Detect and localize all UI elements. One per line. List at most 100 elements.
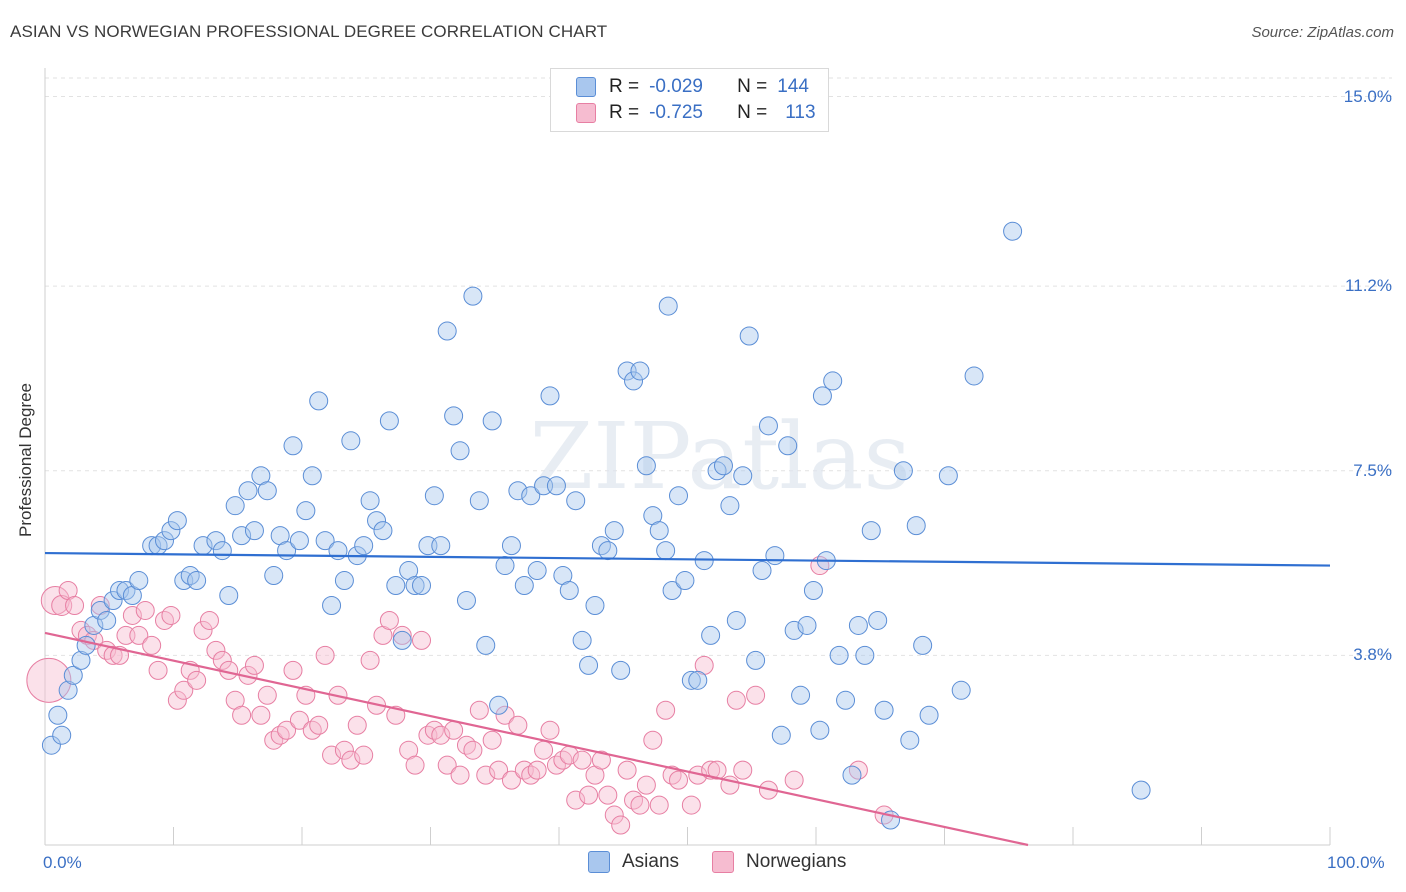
norwegian-point [193, 620, 213, 640]
norwegian-point [270, 725, 290, 745]
y-tick-label: 3.8% [1353, 645, 1392, 665]
asian-point [90, 600, 110, 620]
asian-point [658, 296, 678, 316]
asian-point [296, 501, 316, 521]
asian-point [97, 610, 117, 630]
x-tick-label-min: 0.0% [43, 853, 82, 872]
asian-point [309, 391, 329, 411]
asian-point [187, 571, 207, 591]
norwegian-point [508, 715, 528, 735]
norwegian-point [534, 740, 554, 760]
asian-point [469, 491, 489, 511]
norwegian-point [424, 720, 444, 740]
legend-row-asians: R = -0.029 N = 144 [576, 75, 809, 99]
norwegian-point [103, 645, 123, 665]
norwegian-points [26, 556, 894, 835]
asian-point [778, 436, 798, 456]
norwegian-point [656, 700, 676, 720]
asian-point [379, 411, 399, 431]
norwegian-point [489, 760, 509, 780]
norwegian-point [579, 785, 599, 805]
asian-point [797, 615, 817, 635]
norwegian-point [733, 760, 753, 780]
asian-point [482, 411, 502, 431]
asian-point [103, 590, 123, 610]
norwegian-point [277, 720, 297, 740]
asian-point [495, 556, 515, 576]
norwegian-point [315, 645, 335, 665]
norwegian-point [521, 765, 541, 785]
legend-n-label: N = [737, 76, 768, 97]
norwegian-point [624, 790, 644, 810]
asian-point [579, 655, 599, 675]
asian-point [791, 685, 811, 705]
grid-lines [45, 77, 1392, 656]
chart-title: ASIAN VS NORWEGIAN PROFESSIONAL DEGREE C… [10, 22, 608, 41]
asian-point [746, 650, 766, 670]
norwegian-point [746, 685, 766, 705]
asian-point [244, 521, 264, 541]
asian-point [129, 571, 149, 591]
norwegian-point [649, 795, 669, 815]
asian-point [662, 581, 682, 601]
asian-point [842, 765, 862, 785]
norwegian-point [450, 765, 470, 785]
source-label: Source: ZipAtlas.com [1251, 24, 1394, 41]
asian-point [713, 456, 733, 476]
y-tick-label: 7.5% [1353, 460, 1392, 480]
norwegian-point [199, 610, 219, 630]
asian-point [752, 561, 772, 581]
asian-point [367, 511, 387, 531]
asian-point [848, 615, 868, 635]
asian-point [501, 536, 521, 556]
asian-point [424, 486, 444, 506]
norwegian-point [392, 625, 412, 645]
asian-point [116, 581, 136, 601]
bottom-legend-norwegians: Norwegians [712, 851, 846, 873]
asian-point [405, 576, 425, 596]
asian-point [874, 700, 894, 720]
norwegian-point [553, 750, 573, 770]
norwegian-point [155, 610, 175, 630]
asian-point [219, 586, 239, 605]
norwegian-point [322, 745, 342, 765]
legend-n-label: N = [737, 102, 768, 123]
legend-n-value: 144 [777, 76, 809, 97]
norwegian-point [611, 815, 631, 835]
norwegian-point [669, 770, 689, 790]
asian-point [733, 466, 753, 486]
asian-point [938, 466, 958, 486]
asian-point [669, 486, 689, 506]
asian-point [585, 595, 605, 615]
asian-point [289, 531, 309, 551]
asian-point [63, 665, 83, 685]
norwegian-point [142, 635, 162, 655]
norwegian-point [848, 760, 868, 780]
norwegian-point [726, 690, 746, 710]
norwegian-point [309, 715, 329, 735]
norwegian-point [354, 745, 374, 765]
norwegian-point [431, 725, 451, 745]
asian-point [412, 576, 432, 596]
asian-point [437, 321, 457, 341]
asian-point [386, 576, 406, 596]
asian-point [508, 481, 528, 501]
norwegian-point [591, 750, 611, 770]
asian-point [964, 366, 984, 386]
legend-r-value: -0.029 [649, 76, 703, 97]
norwegian-point [135, 600, 155, 620]
asian-point [76, 635, 96, 655]
asian-point [476, 635, 496, 655]
norwegian-point [681, 795, 701, 815]
asian-point [823, 371, 843, 391]
asian-point [913, 635, 933, 655]
norwegian-point [257, 685, 277, 705]
asian-point [52, 725, 72, 745]
norwegian-point [707, 760, 727, 780]
asian-swatch [576, 77, 596, 97]
correlation-legend: R = -0.029 N = 144 R = -0.725 N = 113 [550, 68, 829, 132]
x-tick-label-max: 100.0% [1327, 853, 1385, 872]
norwegian-point [334, 740, 354, 760]
asian-point [707, 461, 727, 481]
norwegian-trend-line [44, 631, 1029, 847]
